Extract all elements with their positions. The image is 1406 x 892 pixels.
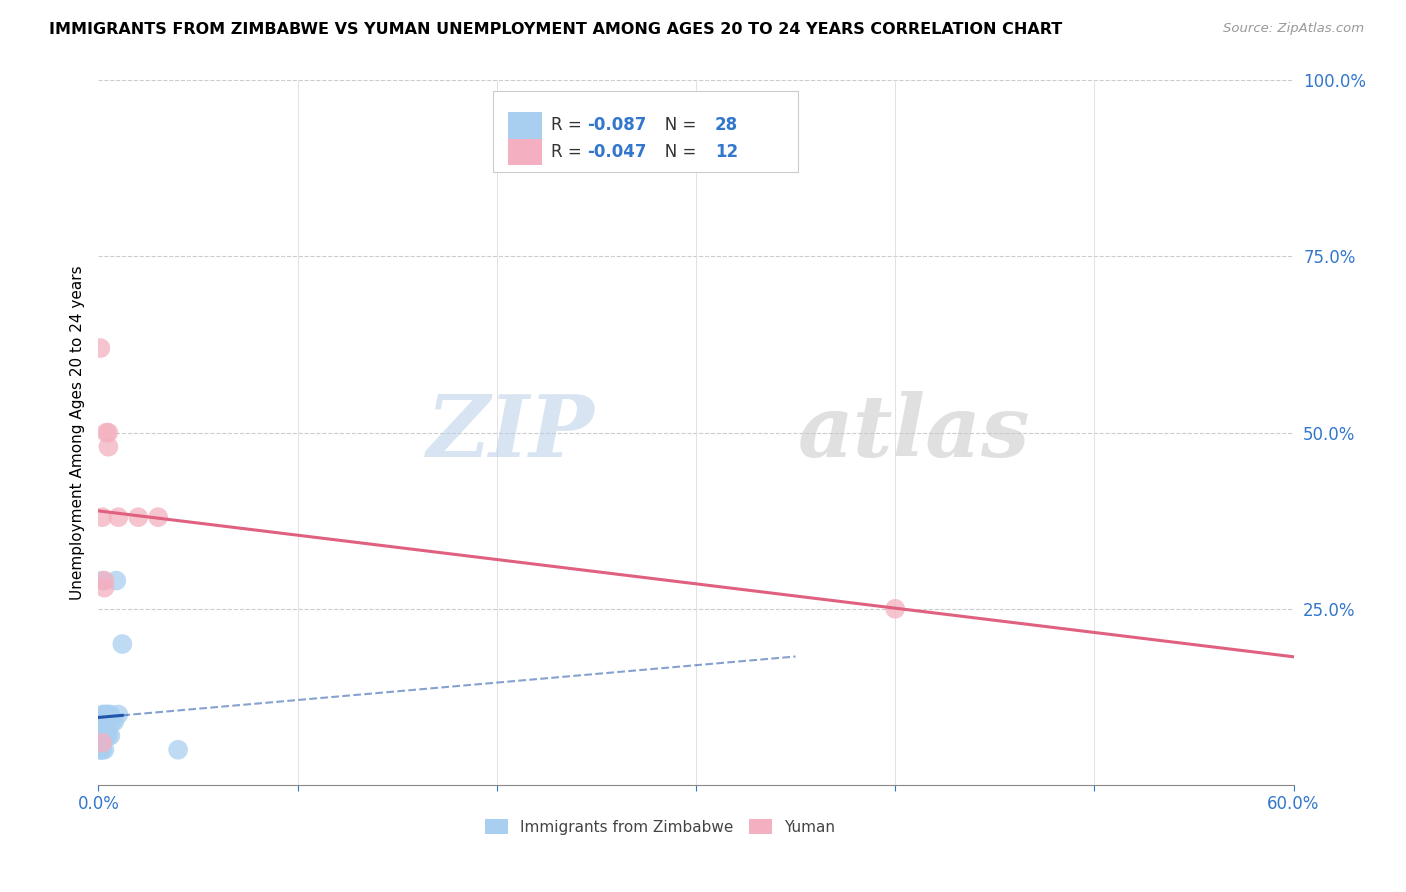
- Point: [884, 601, 907, 615]
- Point: [107, 707, 129, 722]
- Text: -0.047: -0.047: [588, 143, 647, 161]
- Point: [97, 440, 120, 454]
- FancyBboxPatch shape: [494, 91, 797, 172]
- Point: [96, 714, 118, 729]
- Point: [93, 574, 115, 588]
- Text: atlas: atlas: [797, 391, 1031, 475]
- Point: [91, 729, 114, 743]
- Point: [148, 510, 170, 524]
- Point: [103, 714, 125, 729]
- Point: [93, 707, 115, 722]
- Point: [93, 729, 115, 743]
- Text: -0.087: -0.087: [588, 117, 647, 135]
- Point: [111, 637, 134, 651]
- Text: R =: R =: [551, 117, 588, 135]
- Point: [91, 722, 114, 736]
- Text: IMMIGRANTS FROM ZIMBABWE VS YUMAN UNEMPLOYMENT AMONG AGES 20 TO 24 YEARS CORRELA: IMMIGRANTS FROM ZIMBABWE VS YUMAN UNEMPL…: [49, 22, 1063, 37]
- Point: [167, 742, 190, 756]
- Point: [91, 736, 114, 750]
- Text: N =: N =: [650, 117, 702, 135]
- Point: [98, 707, 122, 722]
- Point: [93, 742, 115, 756]
- Point: [89, 714, 111, 729]
- Point: [105, 574, 128, 588]
- Bar: [509, 138, 541, 166]
- Point: [97, 729, 120, 743]
- Point: [91, 742, 114, 756]
- Bar: [509, 112, 541, 139]
- Text: ZIP: ZIP: [426, 391, 595, 475]
- Point: [89, 742, 111, 756]
- Point: [91, 736, 114, 750]
- Point: [97, 707, 120, 722]
- Point: [96, 729, 118, 743]
- Text: N =: N =: [650, 143, 702, 161]
- Text: R =: R =: [551, 143, 588, 161]
- Point: [98, 729, 122, 743]
- Point: [96, 707, 118, 722]
- Point: [127, 510, 149, 524]
- Point: [91, 510, 114, 524]
- Legend: Immigrants from Zimbabwe, Yuman: Immigrants from Zimbabwe, Yuman: [479, 813, 841, 841]
- Point: [89, 729, 111, 743]
- Point: [93, 714, 115, 729]
- Point: [89, 341, 111, 355]
- Point: [101, 714, 124, 729]
- Text: 12: 12: [716, 143, 738, 161]
- Point: [91, 574, 114, 588]
- Point: [89, 722, 111, 736]
- Y-axis label: Unemployment Among Ages 20 to 24 years: Unemployment Among Ages 20 to 24 years: [69, 265, 84, 600]
- Point: [93, 581, 115, 595]
- Text: 28: 28: [716, 117, 738, 135]
- Point: [97, 425, 120, 440]
- Point: [89, 742, 111, 756]
- Point: [96, 425, 118, 440]
- Point: [91, 707, 114, 722]
- Point: [107, 510, 129, 524]
- Text: Source: ZipAtlas.com: Source: ZipAtlas.com: [1223, 22, 1364, 36]
